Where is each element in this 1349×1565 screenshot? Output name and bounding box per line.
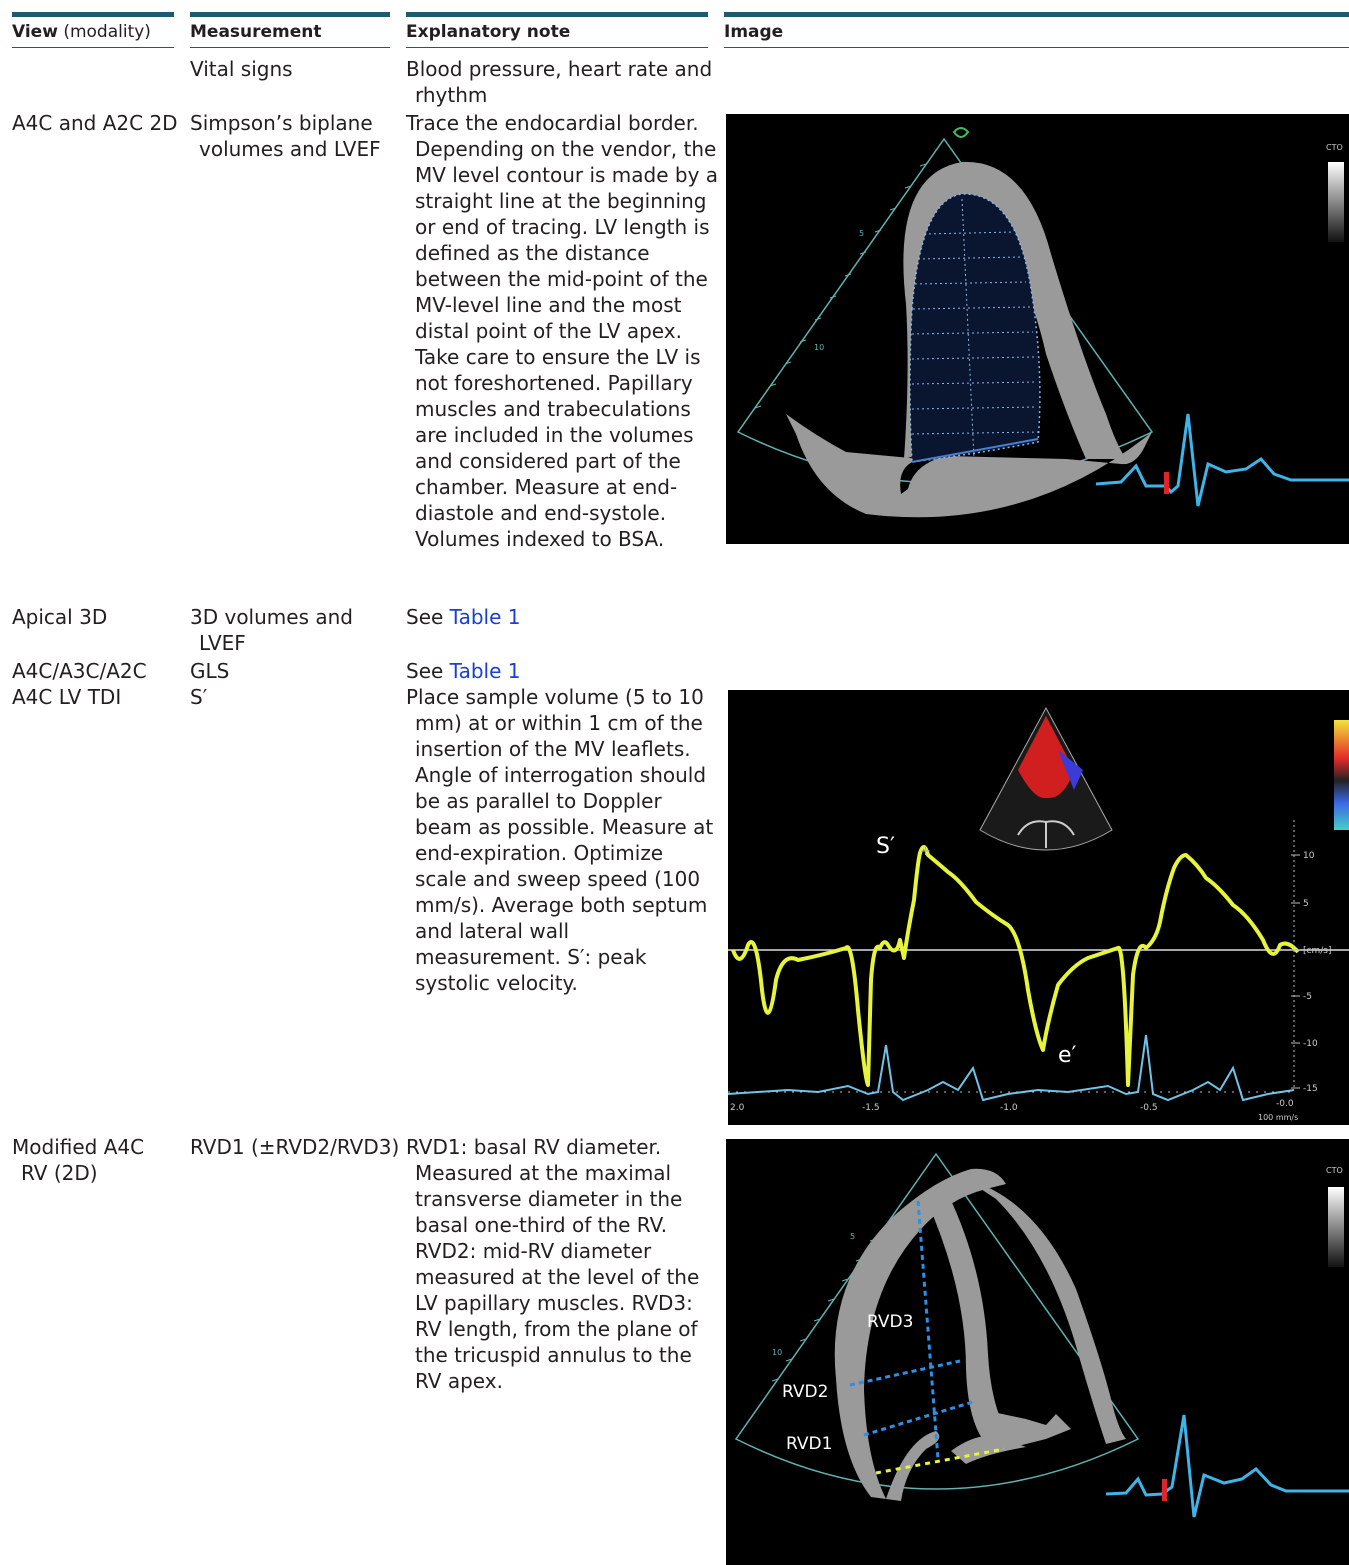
row-gls-measurement: GLS	[190, 659, 230, 683]
header-underline	[724, 47, 1349, 48]
row-3d-view: Apical 3D	[12, 605, 108, 629]
lv-trace	[909, 193, 1041, 463]
ecg-trace	[1105, 1414, 1349, 1518]
rvd-measure-lines	[849, 1200, 977, 1460]
rv-free-wall	[834, 1168, 1006, 1499]
tricuspid-annulus-line	[875, 1447, 1005, 1475]
orientation-marker	[952, 127, 970, 138]
myocardium	[903, 161, 1126, 459]
header-underline	[12, 47, 174, 48]
tdi-doppler-image: S′ + e′ 10 5 [cm/s] -5 -10 -15 2.0 -1.5 …	[728, 690, 1349, 1125]
velocity-tick-label: 10	[1303, 851, 1315, 861]
time-tick-label: 2.0	[730, 1103, 745, 1113]
header-measurement: Measurement	[190, 22, 322, 42]
time-tick-label: -0.0	[1276, 1099, 1294, 1109]
rvd2-label: RVD2	[782, 1382, 828, 1402]
simpson-echo-image: 5 10 CTO	[726, 114, 1349, 544]
corner-label: CTO	[1326, 1166, 1343, 1175]
valve-leaflets	[886, 1431, 1026, 1501]
table-1-link[interactable]: Table 1	[449, 659, 521, 683]
velocity-tick-label: -5	[1303, 992, 1312, 1002]
time-tick-label: -0.5	[1140, 1103, 1158, 1113]
tdi-color-map	[1058, 750, 1083, 790]
ecg-marker	[1162, 1479, 1167, 1501]
row-3d-note: See Table 1	[406, 605, 521, 629]
header-rule	[406, 12, 708, 17]
row-gls-note: See Table 1	[406, 659, 521, 683]
header-underline	[406, 47, 708, 48]
depth-tick-label: 5	[859, 229, 864, 238]
rvd1-label: RVD1	[786, 1434, 832, 1454]
sector-outline	[734, 1152, 1140, 1490]
ecg-trace	[1095, 413, 1349, 507]
row-gls-view: A4C/A3C/A2C	[12, 659, 147, 683]
table-1-link[interactable]: Table 1	[449, 605, 521, 629]
header-rule	[724, 12, 1349, 17]
velocity-color-bar	[1334, 720, 1349, 830]
header-underline	[190, 47, 390, 48]
grayscale-bar	[1328, 1187, 1344, 1267]
velocity-unit-label: [cm/s]	[1303, 946, 1331, 956]
header-view: View (modality)	[12, 22, 151, 42]
lv-lateral-wall	[966, 1179, 1126, 1444]
ecg-trace	[728, 1034, 1295, 1102]
sweep-speed-label: 100 mm/s	[1258, 1113, 1298, 1122]
row-vitals-measurement: Vital signs	[190, 57, 293, 81]
septum	[926, 1194, 1011, 1449]
tdi-color-map	[1018, 716, 1074, 799]
tdi-inset-valves	[1017, 820, 1075, 848]
time-tick-label: -1.0	[1000, 1103, 1018, 1113]
depth-tick-label: 10	[814, 343, 824, 352]
velocity-tick-label: -15	[1303, 1084, 1318, 1094]
s-prime-label: S′	[876, 834, 895, 859]
e-prime-label: e′	[1058, 1043, 1077, 1068]
papillary-region	[988, 1411, 1071, 1449]
velocity-tick-label: -10	[1303, 1039, 1318, 1049]
rv-echo-image: 5 10 RVD3 RVD2 RVD1 CTO	[726, 1139, 1349, 1565]
row-simpson-view: A4C and A2C 2D	[12, 111, 178, 135]
simpson-discs	[911, 198, 1039, 460]
row-3d-measurement: 3D volumes and LVEF	[190, 605, 353, 655]
header-note: Explanatory note	[406, 22, 571, 42]
depth-scale	[754, 163, 927, 409]
grayscale-bar	[1328, 162, 1344, 242]
ecg-marker	[1164, 472, 1169, 494]
row-tdi-measurement: S′	[190, 685, 208, 709]
depth-tick-label: 10	[772, 1348, 782, 1357]
velocity-tick-label: 5	[1303, 899, 1309, 909]
depth-tick-label: 5	[850, 1232, 855, 1241]
header-rule	[12, 12, 174, 17]
row-rv-measurement: RVD1 (±RVD2/RVD3)	[190, 1135, 400, 1159]
time-tick-label: -1.5	[862, 1103, 880, 1113]
mv-level-line	[911, 438, 1039, 463]
atrial-walls	[786, 414, 1152, 518]
row-rv-view: Modified A4C RV (2D)	[12, 1135, 145, 1185]
row-simpson-note: Trace the endocardial border. Depending …	[406, 111, 719, 551]
tdi-velocity-trace	[731, 845, 1300, 1087]
row-tdi-note: Place sample volume (5 to 10 mm) at or w…	[406, 685, 714, 995]
row-rv-note: RVD1: basal RV diameter. Measured at the…	[406, 1135, 700, 1393]
row-simpson-measurement: Simpson’s biplane volumes and LVEF	[190, 111, 381, 161]
rvd3-label: RVD3	[867, 1312, 913, 1332]
row-vitals-note: Blood pressure, heart rate and rhythm	[406, 57, 713, 107]
corner-label: CTO	[1326, 143, 1343, 152]
header-rule	[190, 12, 390, 17]
row-tdi-view: A4C LV TDI	[12, 685, 122, 709]
s-prime-marker: +	[920, 844, 931, 859]
velocity-scale	[1291, 820, 1300, 1090]
header-image: Image	[724, 22, 784, 42]
